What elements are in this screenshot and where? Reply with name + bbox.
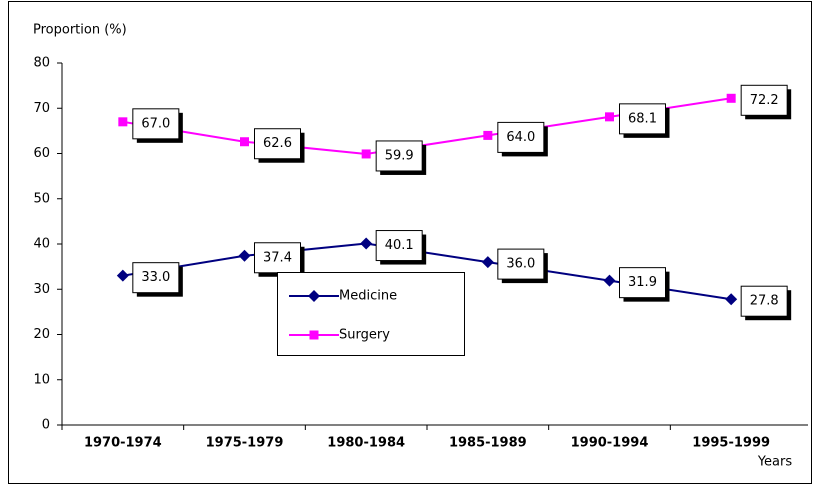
data-label: 67.0 (141, 116, 170, 131)
x-tick-label: 1970-1974 (84, 436, 162, 451)
x-tick-label: 1975-1979 (206, 436, 284, 451)
label-box (132, 262, 180, 294)
label-box (132, 108, 180, 140)
data-label: 68.1 (628, 111, 657, 126)
marker (309, 330, 319, 340)
marker (308, 290, 320, 302)
marker (725, 293, 738, 306)
marker (481, 256, 494, 269)
y-tick-label: 70 (33, 101, 50, 116)
data-label: 27.8 (750, 294, 779, 309)
data-label: 62.6 (263, 136, 292, 151)
marker (483, 130, 493, 140)
label-box (375, 230, 423, 262)
marker (361, 149, 371, 159)
y-tick-label: 80 (33, 56, 50, 71)
label-box (497, 248, 545, 280)
label-box (619, 267, 666, 299)
marker (240, 137, 249, 147)
data-label: 59.9 (385, 148, 414, 163)
marker (116, 269, 129, 282)
legend-label: Medicine (339, 289, 397, 304)
data-label: 31.9 (628, 275, 657, 290)
marker (605, 112, 614, 122)
marker (118, 117, 128, 127)
marker (238, 249, 251, 262)
label-box (497, 121, 545, 153)
label-box (740, 285, 788, 317)
data-label: 72.2 (750, 93, 779, 108)
x-tick-label: 1985-1989 (449, 436, 527, 451)
data-label: 33.0 (141, 270, 170, 285)
legend (277, 272, 465, 356)
legend-label: Surgery (339, 328, 390, 343)
y-tick-label: 10 (33, 372, 50, 387)
y-tick-label: 0 (42, 418, 50, 433)
marker (726, 93, 736, 103)
x-tick-label: 1990-1994 (571, 436, 649, 451)
y-tick-label: 40 (33, 237, 50, 252)
label-box (375, 140, 423, 172)
marker (603, 274, 616, 287)
y-tick-label: 20 (33, 327, 50, 342)
data-label: 36.0 (506, 257, 535, 272)
data-label: 64.0 (506, 130, 535, 145)
x-tick-label: 1995-1999 (692, 436, 770, 451)
x-axis-label: Years (757, 455, 793, 470)
data-label: 40.1 (385, 238, 414, 253)
label-box (740, 84, 788, 116)
label-box (254, 128, 301, 160)
y-axis-label: Proportion (%) (33, 23, 127, 38)
y-tick-label: 30 (33, 282, 50, 297)
x-tick-label: 1980-1984 (327, 436, 405, 451)
label-box (254, 242, 301, 274)
label-box (619, 103, 666, 135)
data-label: 37.4 (263, 250, 292, 265)
y-tick-label: 50 (33, 191, 50, 206)
y-tick-label: 60 (33, 146, 50, 161)
marker (360, 237, 373, 250)
